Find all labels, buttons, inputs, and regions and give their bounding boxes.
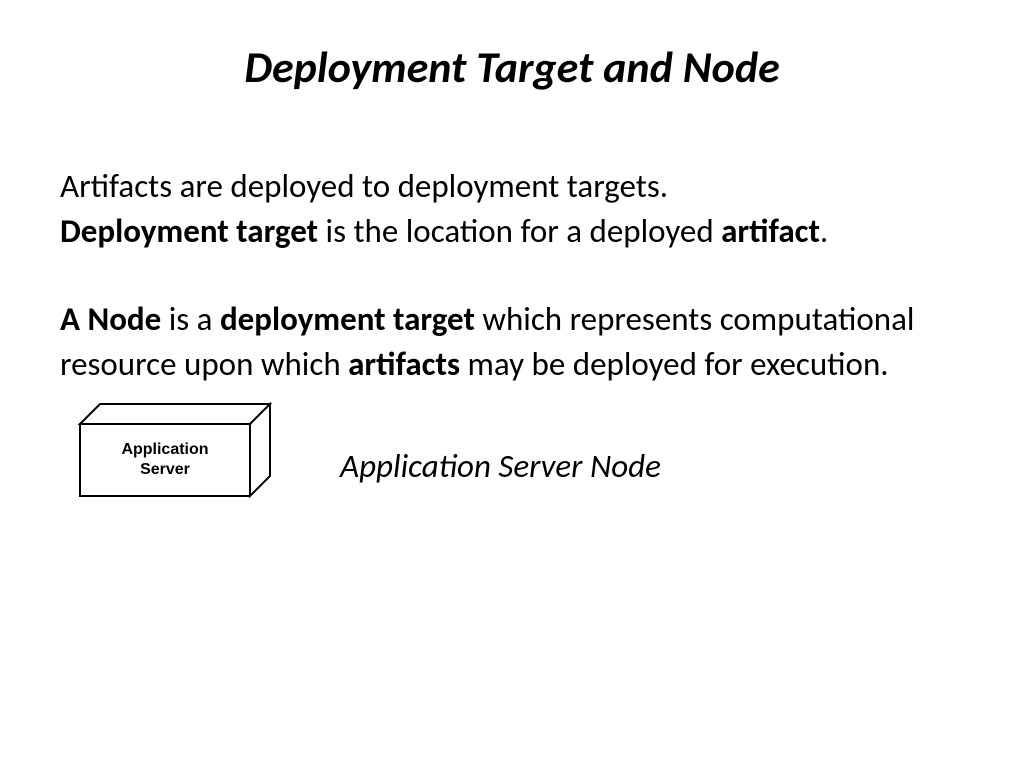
p1-text-rest: is the location for a deployed [318,211,721,251]
slide: Deployment Target and Node Artifacts are… [0,0,1024,768]
p1-text-end: . [820,211,828,251]
node-box-label-line2: Server [140,461,190,478]
body-text: Artifacts are deployed to deployment tar… [60,164,964,506]
p1-bold-deployment-target: Deployment target [60,211,318,251]
p2-bold-artifacts: artifacts [348,344,460,384]
node-3d-box-icon: Application Server [70,396,280,506]
node-box-label-line1: Application [121,441,208,458]
p2-t1: is a [161,299,220,339]
slide-title: Deployment Target and Node [60,40,964,94]
node-caption: Application Server Node [340,444,661,489]
p2-t3: may be deployed for execution. [460,344,889,384]
uml-node-box: Application Server [70,396,300,506]
p2-bold-node: A Node [60,299,161,339]
paragraph-1: Artifacts are deployed to deployment tar… [60,164,964,253]
paragraph-2: A Node is a deployment target which repr… [60,297,964,386]
bottom-row: Application Server Application Server No… [60,396,964,506]
p2-bold-deployment-target: deployment target [220,299,475,339]
p1-bold-artifact: artifact [721,211,820,251]
p1-line1: Artifacts are deployed to deployment tar… [60,166,668,206]
